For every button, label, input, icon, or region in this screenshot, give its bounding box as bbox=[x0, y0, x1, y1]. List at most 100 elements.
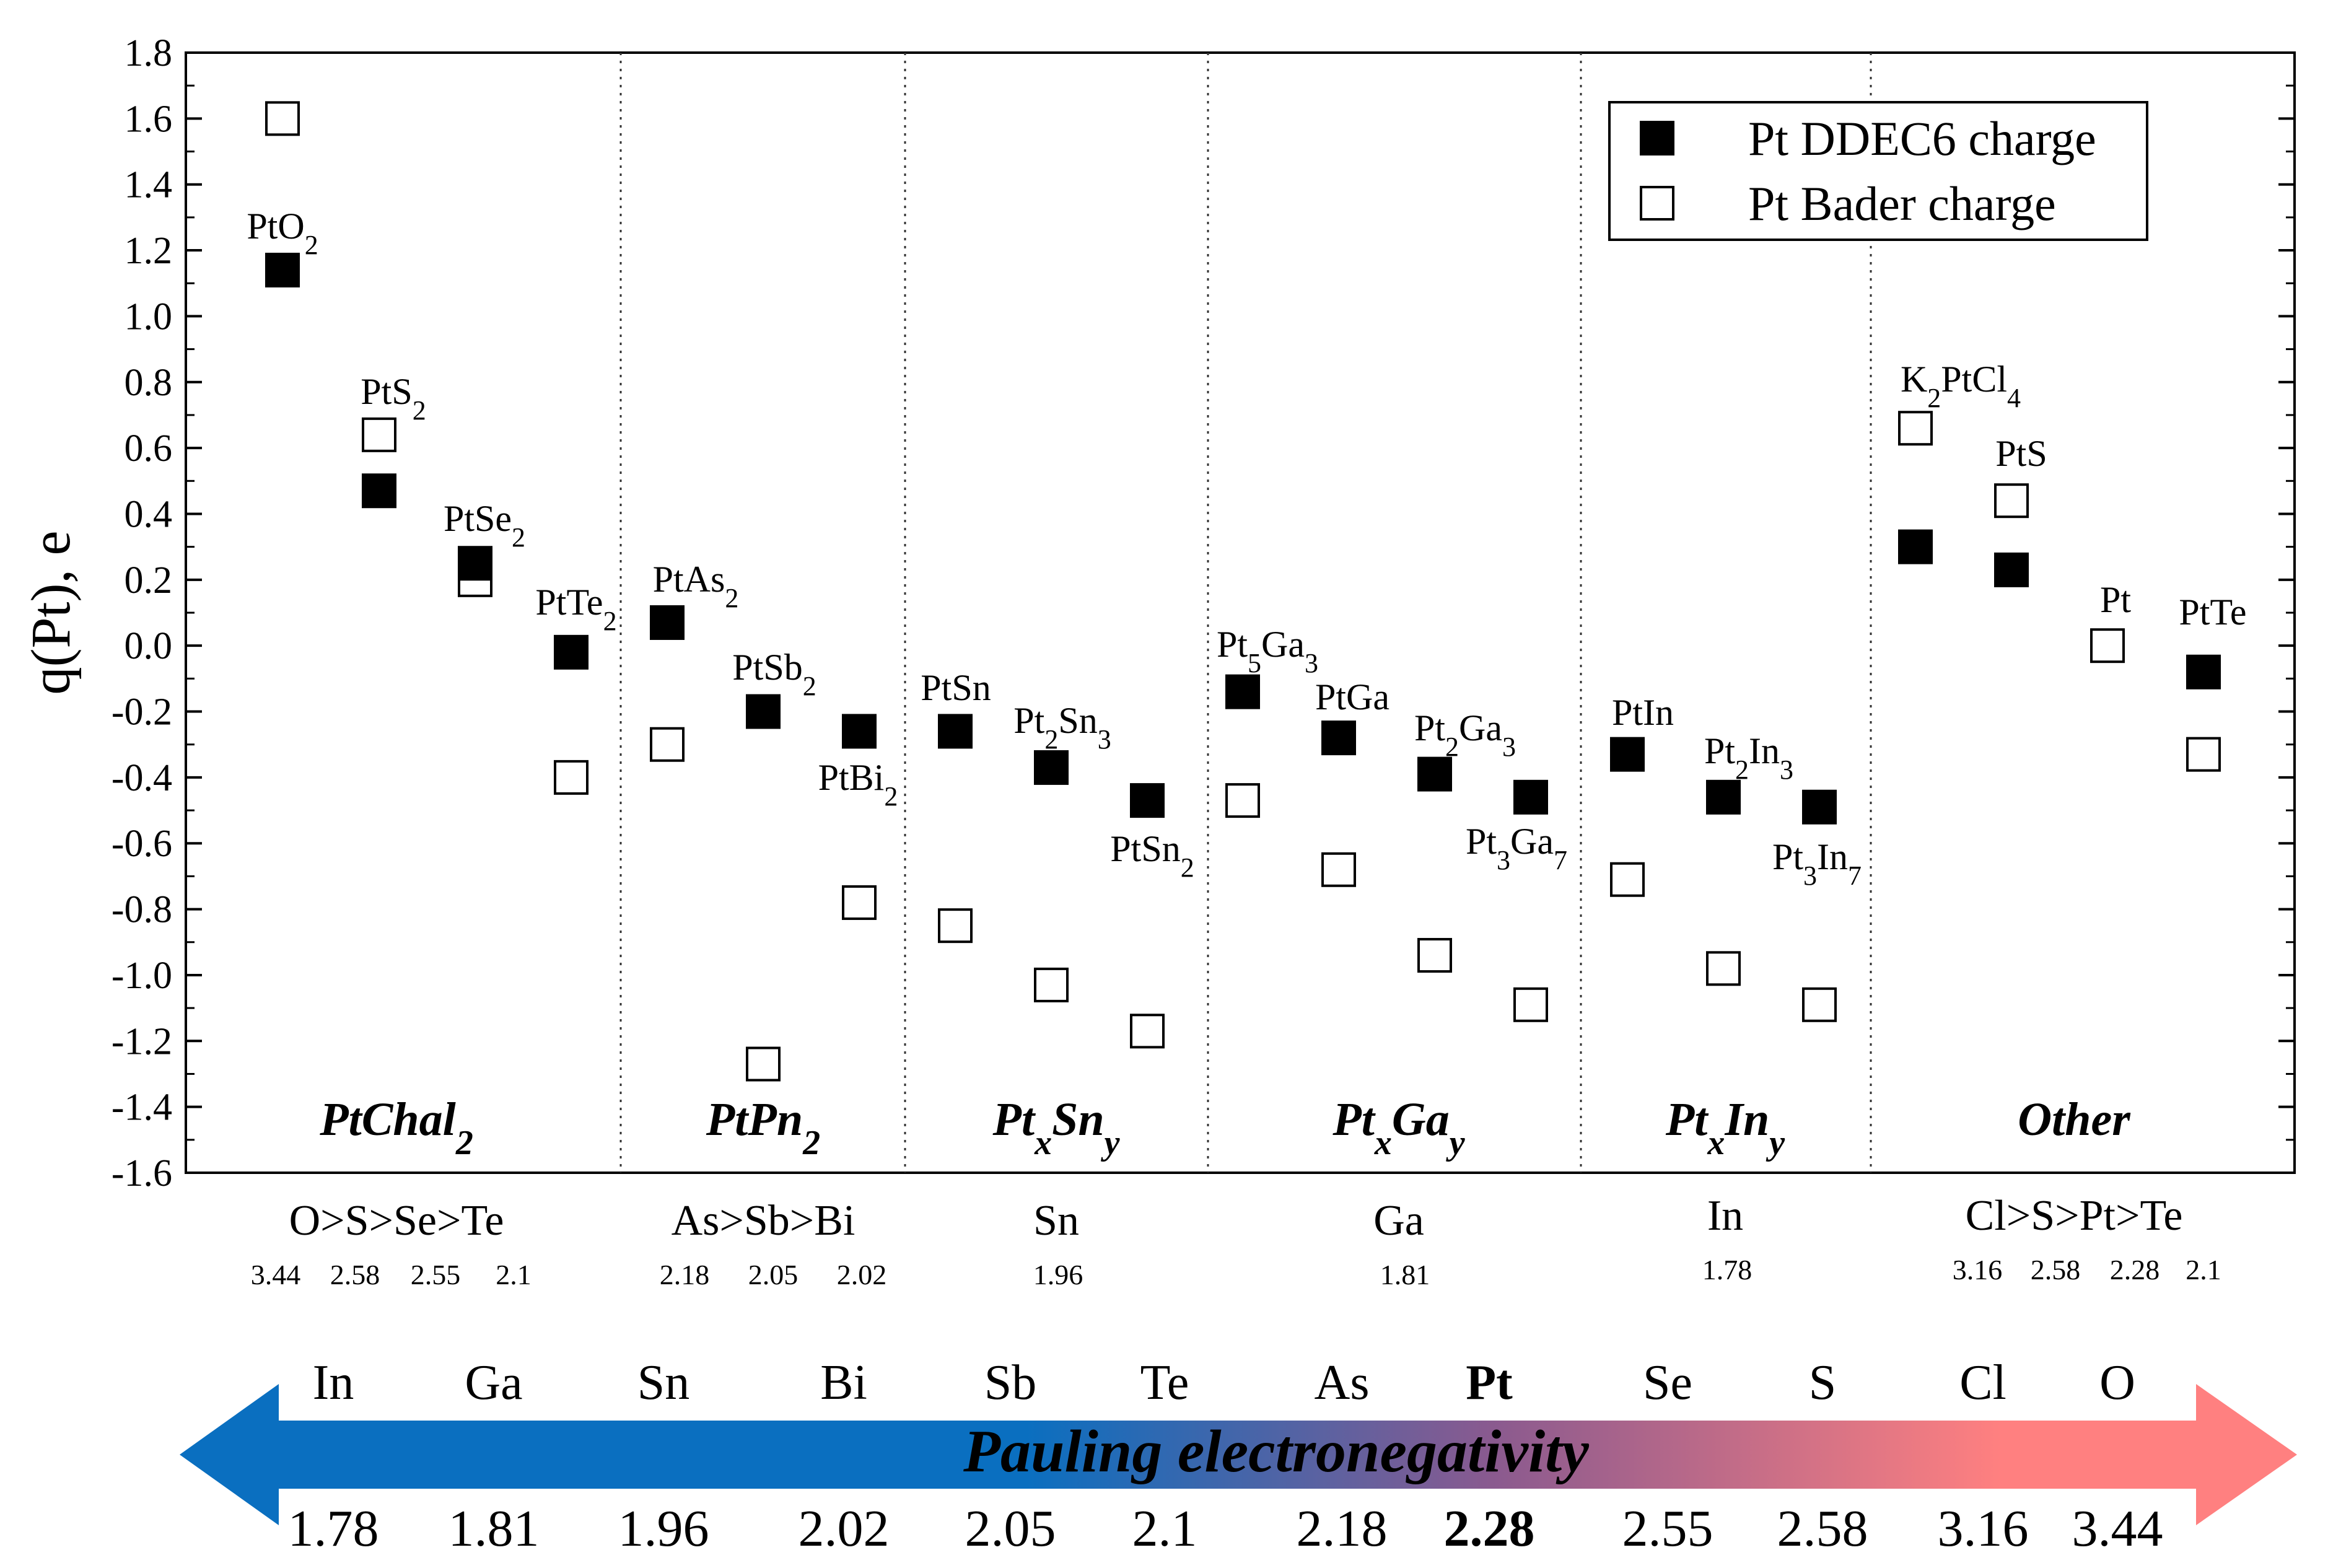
compound-label-PtSe2: PtSe2 bbox=[444, 498, 525, 553]
y-tick-label: 1.8 bbox=[125, 32, 173, 74]
legend-marker bbox=[1640, 121, 1674, 155]
group-labels: PtChal2 PtPn2 PtxSny PtxGay PtxIny Other bbox=[319, 1093, 2131, 1162]
bader-point-Pt2In3 bbox=[1706, 951, 1741, 986]
bader-point-PtTe2 bbox=[554, 760, 589, 795]
group-element-order: Ga bbox=[1373, 1197, 1424, 1245]
compound-label-Pt3Ga7: Pt3Ga7 bbox=[1466, 821, 1567, 875]
group-title: PtChal2 bbox=[319, 1093, 473, 1162]
scale-value: 2.1 bbox=[1132, 1500, 1197, 1557]
compound-label-Pt2Sn3: Pt2Sn3 bbox=[1013, 700, 1111, 755]
scale-value: 2.28 bbox=[1444, 1500, 1535, 1557]
legend-box bbox=[1608, 101, 2148, 241]
y-tick-label: -0.8 bbox=[112, 889, 172, 931]
ddec6-point-Pt3Ga7 bbox=[1513, 779, 1548, 815]
bader-point-PtO2 bbox=[265, 101, 300, 136]
data-points bbox=[265, 101, 2221, 1082]
compound-label-PtIn: PtIn bbox=[1612, 692, 1674, 733]
ddec6-point-PtO2 bbox=[265, 252, 300, 287]
scale-element: In bbox=[313, 1356, 354, 1410]
bader-point-PtTe bbox=[2186, 737, 2221, 772]
electronegativity-arrow bbox=[180, 1384, 2297, 1525]
y-tick-label: 0.2 bbox=[125, 559, 173, 602]
compound-label-PtSn: PtSn bbox=[921, 667, 991, 708]
group-electronegativity: 1.78 bbox=[1702, 1254, 1753, 1285]
group-element-order: O>S>Se>Te bbox=[289, 1197, 504, 1245]
group-electronegativity: 2.18 bbox=[660, 1259, 710, 1290]
bader-point-PtAs2 bbox=[650, 727, 685, 762]
group-electronegativity: 2.1 bbox=[2186, 1254, 2221, 1285]
legend-marker bbox=[1640, 186, 1674, 221]
y-tick-label: -1.0 bbox=[112, 955, 172, 997]
scale-element: Se bbox=[1643, 1356, 1692, 1410]
bader-point-PtBi2 bbox=[842, 885, 877, 920]
scale-value: 2.18 bbox=[1297, 1500, 1388, 1557]
bader-point-Pt2Ga3 bbox=[1417, 938, 1452, 973]
bader-point-Pt3Ga7 bbox=[1513, 987, 1548, 1022]
y-tick-label: -1.2 bbox=[112, 1020, 172, 1062]
scale-element: Sn bbox=[637, 1356, 690, 1410]
legend-label: Pt Bader charge bbox=[1748, 177, 2056, 230]
ddec6-point-PtTe2 bbox=[554, 634, 589, 670]
ddec6-point-Pt5Ga3 bbox=[1225, 674, 1260, 709]
compound-label-Pt5Ga3: Pt5Ga3 bbox=[1217, 624, 1318, 678]
scale-element: Cl bbox=[1959, 1356, 2006, 1410]
scale-value: 2.02 bbox=[799, 1500, 890, 1557]
group-electronegativity: 2.1 bbox=[496, 1259, 532, 1290]
scale-value: 2.55 bbox=[1622, 1500, 1713, 1557]
y-tick-label: 0.4 bbox=[125, 493, 173, 535]
group-element-order: O>S>Se>Te 3.44 2.58 2.55 2.1 As>Sb>Bi 2.18 2.05… bbox=[251, 1192, 2221, 1290]
y-tick-label: -0.4 bbox=[112, 757, 172, 799]
bader-point-Pt5Ga3 bbox=[1225, 783, 1260, 818]
bader-point-PtSn2 bbox=[1130, 1014, 1165, 1049]
bader-point-PtIn bbox=[1610, 862, 1645, 897]
ddec6-point-PtTe bbox=[2186, 654, 2221, 690]
y-tick-label: 1.0 bbox=[125, 296, 173, 338]
scale-element: Sb bbox=[984, 1356, 1037, 1410]
compound-label-Pt2In3: Pt2In3 bbox=[1704, 730, 1793, 785]
scale-value: 2.05 bbox=[965, 1500, 1056, 1557]
compound-label-PtGa: PtGa bbox=[1315, 677, 1389, 717]
scale-element: As bbox=[1315, 1356, 1370, 1410]
bader-point-PtSb2 bbox=[746, 1046, 781, 1082]
ddec6-point-PtBi2 bbox=[842, 714, 877, 749]
legend-label: Pt DDEC6 charge bbox=[1748, 112, 2096, 165]
group-electronegativity: 1.96 bbox=[1033, 1259, 1083, 1290]
scale-element: Ga bbox=[465, 1356, 522, 1410]
ddec6-point-PtSe2 bbox=[458, 546, 492, 581]
scale-value: 3.44 bbox=[2072, 1500, 2163, 1557]
y-tick-label: -1.4 bbox=[112, 1087, 172, 1129]
compound-label-PtS2: PtS2 bbox=[361, 371, 426, 426]
group-title: PtxGay bbox=[1332, 1093, 1465, 1162]
scale-element: Pt bbox=[1466, 1356, 1513, 1410]
group-element-order: As>Sb>Bi bbox=[672, 1197, 855, 1245]
y-axis-label: q(Pt), e bbox=[20, 531, 82, 695]
compound-label-PtS: PtS bbox=[1995, 433, 2047, 474]
bader-point-PtGa bbox=[1321, 852, 1356, 887]
y-tick-label: 1.4 bbox=[125, 164, 173, 206]
group-electronegativity: 2.58 bbox=[330, 1259, 380, 1290]
group-title: PtxIny bbox=[1665, 1093, 1785, 1162]
y-tick-label: 1.6 bbox=[125, 98, 173, 140]
scale-value: 3.16 bbox=[1938, 1500, 2029, 1557]
bader-point-Pt bbox=[2090, 628, 2125, 664]
ddec6-point-PtGa bbox=[1321, 720, 1356, 756]
y-tick-label: 0.8 bbox=[125, 362, 173, 404]
ddec6-point-PtSn bbox=[938, 714, 973, 749]
group-electronegativity: 3.44 bbox=[251, 1259, 301, 1290]
scale-value: 1.96 bbox=[618, 1500, 709, 1557]
ddec6-point-PtSn2 bbox=[1130, 783, 1165, 818]
bader-point-Pt2Sn3 bbox=[1034, 967, 1069, 1002]
compound-label-PtTe: PtTe bbox=[2179, 592, 2246, 633]
electronegativity-scale: Pauling electronegativity In 1.78 Ga 1.81 Sn 1… bbox=[180, 1356, 2297, 1557]
compound-label-PtSb2: PtSb2 bbox=[732, 647, 816, 701]
bader-point-Pt3In7 bbox=[1802, 987, 1837, 1022]
compound-label-PtAs2: PtAs2 bbox=[653, 559, 739, 613]
compound-label-PtBi2: PtBi2 bbox=[818, 757, 898, 812]
ddec6-point-Pt2Sn3 bbox=[1034, 750, 1069, 785]
y-tick-label: 1.2 bbox=[125, 230, 173, 272]
compound-label-Pt2Ga3: Pt2Ga3 bbox=[1414, 707, 1516, 762]
bader-point-K2PtCl4 bbox=[1898, 411, 1933, 446]
legend: Pt DDEC6 charge Pt Bader charge bbox=[1608, 101, 2148, 241]
group-element-order: In bbox=[1707, 1192, 1743, 1240]
